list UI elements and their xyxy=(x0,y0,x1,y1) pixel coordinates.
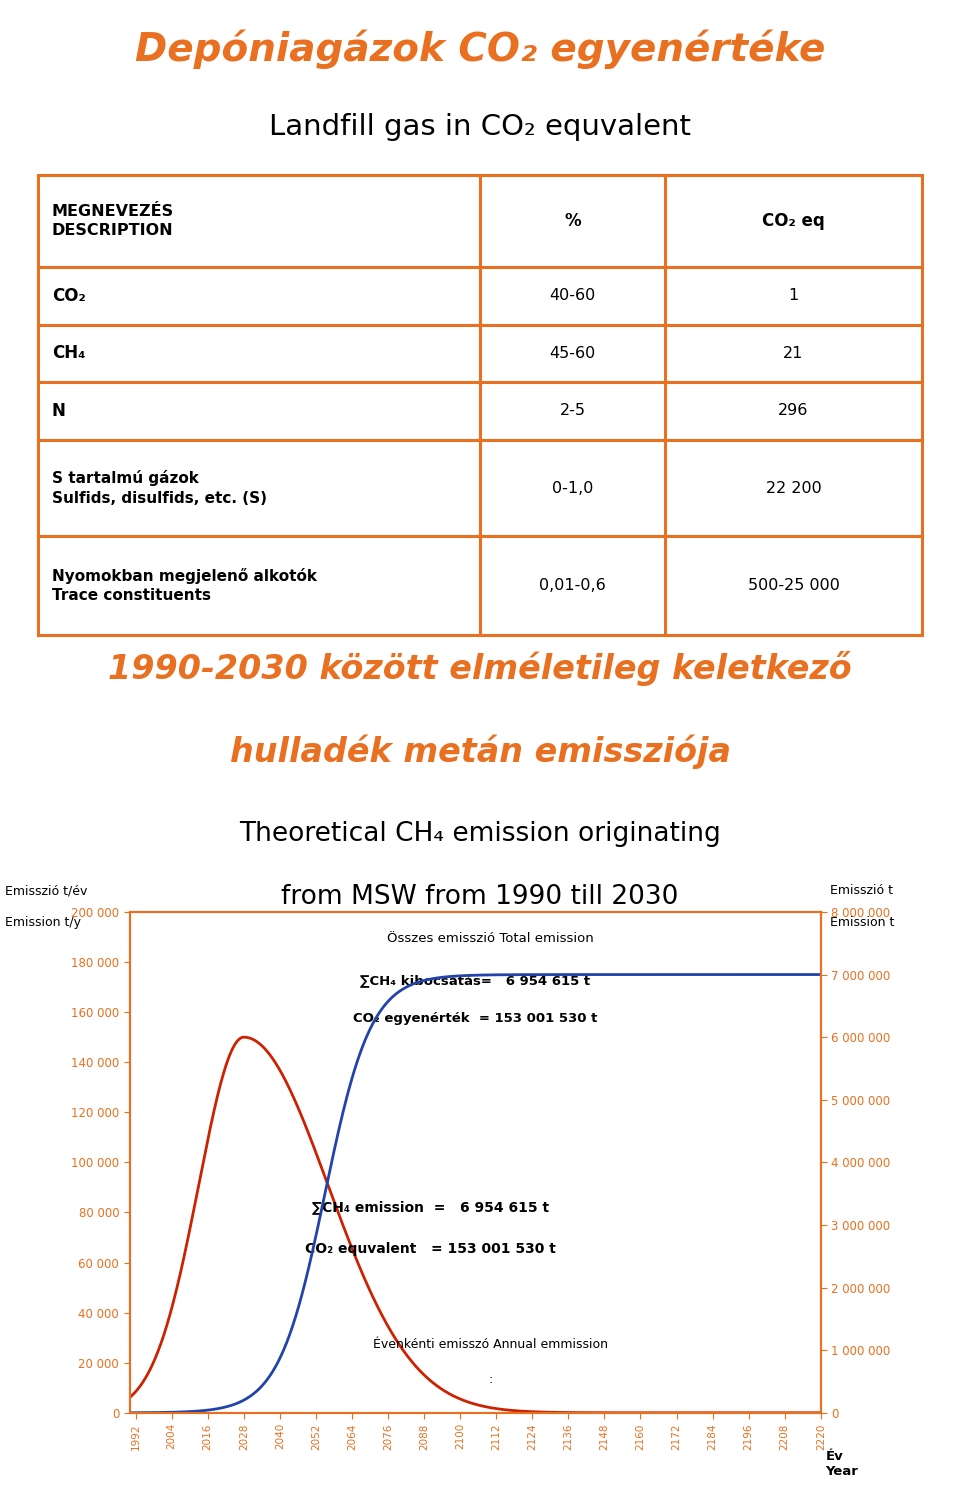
Text: Emisszió t/év: Emisszió t/év xyxy=(5,884,87,897)
Text: 1: 1 xyxy=(788,289,799,303)
Text: hulladék metán emissziója: hulladék metán emissziója xyxy=(229,734,731,768)
Text: 22 200: 22 200 xyxy=(766,480,822,495)
Text: CO₂: CO₂ xyxy=(52,287,85,305)
Text: Év
Year: Év Year xyxy=(826,1450,858,1479)
Text: Emission t/y: Emission t/y xyxy=(5,916,81,930)
Text: N: N xyxy=(52,402,65,420)
Text: Landfill gas in CO₂ equvalent: Landfill gas in CO₂ equvalent xyxy=(269,114,691,141)
Text: 500-25 000: 500-25 000 xyxy=(748,579,839,594)
Text: :: : xyxy=(488,1372,492,1386)
Text: Évenkénti emisszó Annual emmission: Évenkénti emisszó Annual emmission xyxy=(372,1338,608,1350)
Text: Nyomokban megjelenő alkotók
Trace constituents: Nyomokban megjelenő alkotók Trace consti… xyxy=(52,568,317,604)
Text: 40-60: 40-60 xyxy=(550,289,596,303)
Text: 1990-2030 között elméletileg keletkező: 1990-2030 között elméletileg keletkező xyxy=(108,650,852,686)
Text: 0,01-0,6: 0,01-0,6 xyxy=(540,579,606,594)
Text: 0-1,0: 0-1,0 xyxy=(552,480,593,495)
Text: from MSW from 1990 till 2030: from MSW from 1990 till 2030 xyxy=(281,884,679,909)
Text: Depóniagázok CO₂ egyenértéke: Depóniagázok CO₂ egyenértéke xyxy=(134,30,826,69)
Text: 21: 21 xyxy=(783,345,804,360)
Text: CO₂ eq: CO₂ eq xyxy=(762,212,825,230)
Text: ∑CH₄ kibocsátás=   6 954 615 t: ∑CH₄ kibocsátás= 6 954 615 t xyxy=(360,975,590,988)
Text: S tartalmú gázok
Sulfids, disulfids, etc. (S): S tartalmú gázok Sulfids, disulfids, etc… xyxy=(52,471,267,505)
Text: CO₂ egyenérték  = 153 001 530 t: CO₂ egyenérték = 153 001 530 t xyxy=(353,1012,597,1026)
Text: CH₄: CH₄ xyxy=(52,344,85,362)
Text: Összes emisszió Total emission: Összes emisszió Total emission xyxy=(387,931,593,945)
Text: 2-5: 2-5 xyxy=(560,404,586,419)
Text: 45-60: 45-60 xyxy=(550,345,596,360)
Text: ∑CH₄ emission  =   6 954 615 t: ∑CH₄ emission = 6 954 615 t xyxy=(312,1200,549,1214)
Text: Emission t: Emission t xyxy=(830,916,895,930)
Text: MEGNEVEZÉS
DESCRIPTION: MEGNEVEZÉS DESCRIPTION xyxy=(52,203,174,238)
Text: Emisszió t: Emisszió t xyxy=(830,884,894,897)
Text: CO₂ equvalent   = 153 001 530 t: CO₂ equvalent = 153 001 530 t xyxy=(304,1242,556,1256)
Text: %: % xyxy=(564,212,581,230)
Text: 296: 296 xyxy=(779,404,808,419)
Text: Theoretical CH₄ emission originating: Theoretical CH₄ emission originating xyxy=(239,821,721,846)
